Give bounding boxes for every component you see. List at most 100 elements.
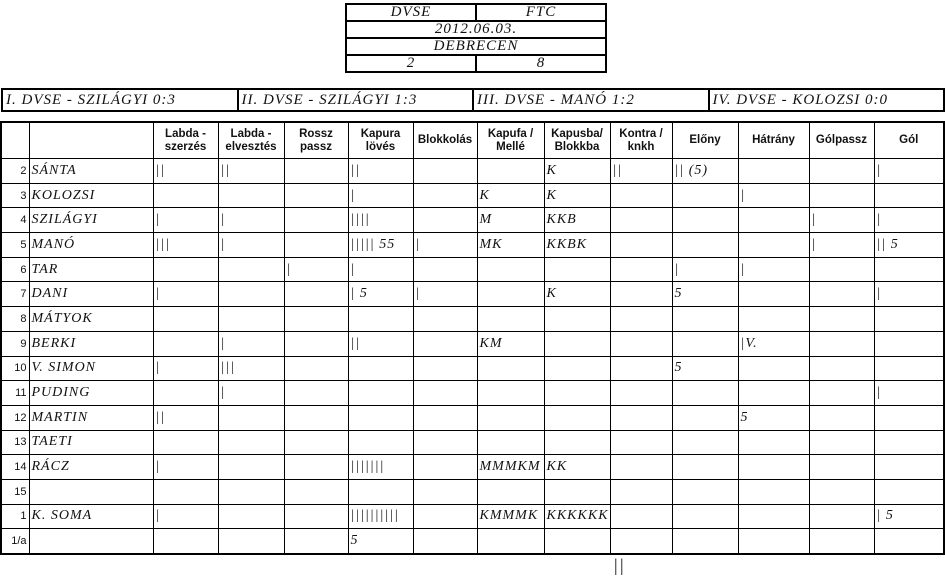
player-name: TAETI xyxy=(28,429,154,456)
stat-cell: || xyxy=(347,158,414,184)
stat-cell: 5 xyxy=(671,281,739,308)
stat-cell: ||| xyxy=(217,355,285,382)
stat-cell xyxy=(347,306,414,332)
stat-cell xyxy=(609,330,673,357)
column-header: Labda - elvesztés xyxy=(217,121,285,159)
stat-cell xyxy=(476,158,545,184)
stat-cell: KMMMK xyxy=(476,503,545,530)
stat-cell xyxy=(873,454,945,480)
stat-cell xyxy=(737,355,810,382)
stat-cell xyxy=(609,429,673,456)
stat-cell xyxy=(283,478,349,505)
stat-cell: | xyxy=(873,207,945,234)
player-name: BERKI xyxy=(28,330,154,357)
stat-cell: | xyxy=(217,330,285,357)
stat-cell: |V. xyxy=(737,330,810,357)
stat-cell xyxy=(808,404,875,431)
row-number: 10 xyxy=(0,355,30,382)
stat-cell xyxy=(737,232,810,258)
row-number: 5 xyxy=(0,232,30,258)
stat-cell xyxy=(283,380,349,406)
stat-cell: |||| xyxy=(347,207,414,234)
stat-cell xyxy=(217,256,285,283)
stat-cell: || 5 xyxy=(873,232,945,258)
stat-cell xyxy=(808,503,875,530)
stat-cell xyxy=(543,380,611,406)
row-number: 15 xyxy=(0,478,30,505)
column-header: Labda - szerzés xyxy=(152,121,219,159)
stat-cell xyxy=(671,454,739,480)
stat-cell xyxy=(412,380,478,406)
stat-cell xyxy=(476,306,545,332)
player-row: 12 MARTIN || 5 xyxy=(0,404,945,431)
stat-cell: MK xyxy=(476,232,545,258)
player-name: V. SIMON xyxy=(28,355,154,382)
stat-cell xyxy=(412,207,478,234)
row-number: 1/a xyxy=(0,528,30,555)
stats-table: Labda - szerzés Labda - elvesztés Rossz pa… xyxy=(0,121,945,555)
player-name: SÁNTA xyxy=(28,158,154,184)
stat-cell: ||||| 55 xyxy=(347,232,414,258)
match-place: DEBRECEN xyxy=(345,37,607,56)
stat-cell xyxy=(873,330,945,357)
away-score: 8 xyxy=(475,54,607,73)
stat-cell xyxy=(671,306,739,332)
period-result: II. DVSE - SZILÁGYI 1:3 xyxy=(236,90,473,110)
match-date: 2012.06.03. xyxy=(345,20,607,39)
stat-cell: KM xyxy=(476,330,545,357)
player-name: K. SOMA xyxy=(28,503,154,530)
period-result: I. DVSE - SZILÁGYI 0:3 xyxy=(6,92,176,108)
stat-cell xyxy=(283,355,349,382)
stat-cell xyxy=(347,355,414,382)
row-number: 9 xyxy=(0,330,30,357)
stat-cell xyxy=(412,429,478,456)
player-name: PUDING xyxy=(28,380,154,406)
stat-cell: | xyxy=(671,256,739,283)
stat-cell xyxy=(152,330,219,357)
stat-cell xyxy=(609,207,673,234)
stat-cell: | xyxy=(283,256,349,283)
column-header: Rossz passz xyxy=(283,121,349,159)
stat-cell xyxy=(873,306,945,332)
stat-cell xyxy=(283,454,349,480)
stat-cell: ||| xyxy=(152,232,219,258)
row-number: 12 xyxy=(0,404,30,431)
stat-cell xyxy=(283,158,349,184)
column-header: Blokkolás xyxy=(412,121,478,159)
stat-cell xyxy=(152,182,219,209)
player-row: 13 TAETI xyxy=(0,429,945,456)
stat-cell: 5 xyxy=(347,528,414,555)
stat-cell: K xyxy=(543,158,611,184)
footer-mark: || xyxy=(613,555,625,575)
stat-cell: KK xyxy=(543,454,611,480)
stat-cell xyxy=(476,281,545,308)
row-number: 7 xyxy=(0,281,30,308)
stat-cell xyxy=(217,503,285,530)
player-row: 14 RÁCZ | ||||||| MMMKM KK xyxy=(0,454,945,480)
stat-cell: | xyxy=(808,232,875,258)
stat-cell: K xyxy=(476,182,545,209)
stat-cell xyxy=(671,478,739,505)
stat-cell: K xyxy=(543,281,611,308)
stat-cell xyxy=(152,429,219,456)
stat-cell xyxy=(412,256,478,283)
player-name: MÁTYOK xyxy=(28,306,154,332)
home-score: 2 xyxy=(345,54,477,73)
stat-cell xyxy=(873,429,945,456)
stat-cell: K xyxy=(543,182,611,209)
stat-cell xyxy=(217,404,285,431)
stat-cell xyxy=(737,380,810,406)
column-header xyxy=(28,121,154,159)
stat-cell: | xyxy=(152,454,219,480)
column-header: Előny xyxy=(671,121,739,159)
stat-cell xyxy=(412,182,478,209)
stat-cell xyxy=(217,429,285,456)
stat-cell xyxy=(543,478,611,505)
stat-cell xyxy=(152,256,219,283)
player-name: RÁCZ xyxy=(28,454,154,480)
stat-cell xyxy=(283,503,349,530)
player-row: 8 MÁTYOK xyxy=(0,306,945,332)
stat-cell xyxy=(609,454,673,480)
